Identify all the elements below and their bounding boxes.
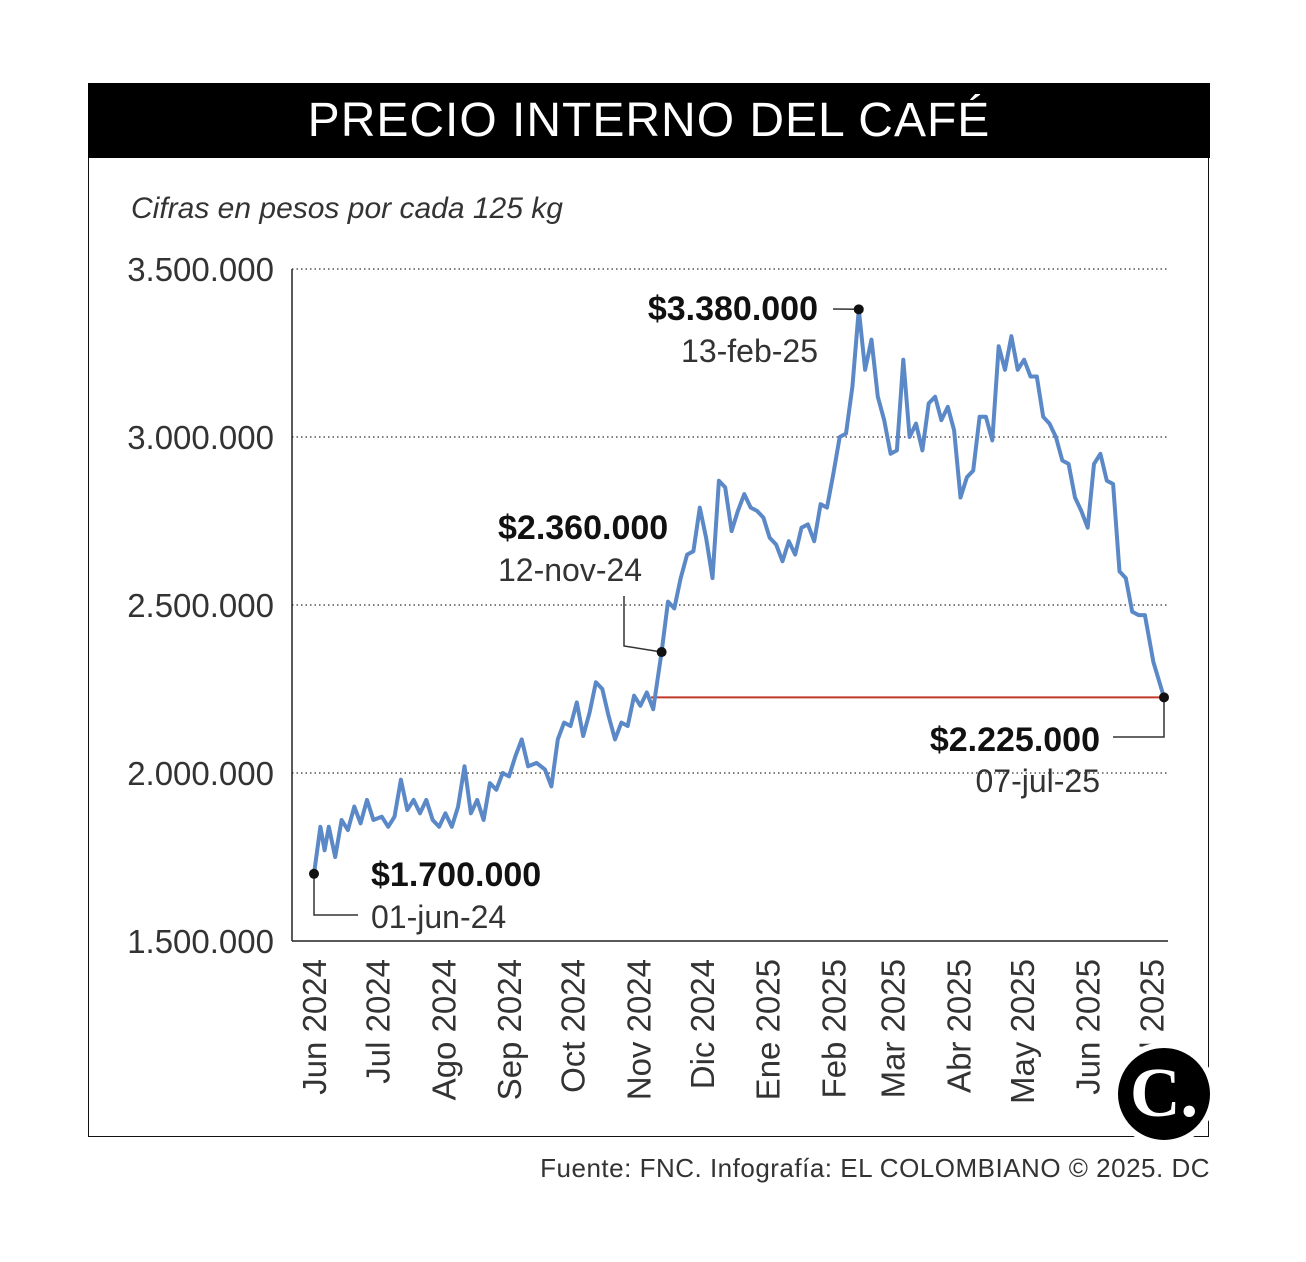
annotation-connector: [623, 596, 662, 653]
y-tick-label: 1.500.000: [127, 923, 274, 960]
chart-title: PRECIO INTERNO DEL CAFÉ: [307, 94, 991, 147]
x-tick-label: Nov 2024: [620, 959, 657, 1100]
annotation-connector: [1113, 697, 1165, 738]
y-tick-label: 3.000.000: [127, 419, 274, 456]
x-tick-label: Ago 2024: [425, 959, 462, 1100]
annotation-date: 12-nov-24: [498, 552, 642, 588]
x-tick-label: Jun 2025: [1070, 959, 1107, 1095]
title-bar: PRECIO INTERNO DEL CAFÉ: [88, 83, 1210, 158]
annotation-dot: [656, 647, 667, 658]
annotation-dot: [309, 868, 319, 879]
annotations: $1.700.000 01-jun-24 $2.360.000 12-nov-24 $3…: [309, 290, 1169, 935]
y-tick-label: 3.500.000: [127, 251, 274, 288]
x-tick-label: Sep 2024: [491, 959, 528, 1100]
annotation-value: $1.700.000: [371, 856, 541, 894]
y-tick-label: 2.500.000: [127, 587, 274, 624]
source-credit: Fuente: FNC. Infografía: EL COLOMBIANO ©…: [540, 1153, 1210, 1183]
axes: 3.500.000 3.000.000 2.500.000 2.000.000 1.50…: [127, 251, 1170, 1104]
annotation-dot: [1159, 692, 1169, 703]
annotation-date: 13-feb-25: [681, 333, 818, 369]
x-tick-label: Dic 2024: [684, 959, 721, 1089]
annotation-dot: [853, 304, 864, 315]
el-colombiano-logo: C.: [1112, 1042, 1216, 1146]
x-tick-label: Jul 2024: [360, 959, 397, 1084]
chart-subtitle: Cifras en pesos por cada 125 kg: [131, 192, 563, 225]
grid: [292, 268, 1168, 774]
y-tick-label: 2.000.000: [127, 755, 274, 792]
annotation-date: 07-jul-25: [975, 763, 1100, 799]
chart-frame: [88, 83, 1209, 1137]
x-tick-label: Ene 2025: [750, 959, 787, 1100]
x-tick-label: Abr 2025: [940, 959, 977, 1093]
annotation-value: $2.225.000: [930, 721, 1100, 759]
annotation-date: 01-jun-24: [371, 899, 506, 935]
series-line: [312, 307, 1166, 876]
x-tick-label: Feb 2025: [815, 959, 852, 1098]
x-tick-label: Oct 2024: [555, 959, 592, 1093]
x-tick-label: May 2025: [1004, 959, 1041, 1104]
annotation-connector: [313, 873, 358, 916]
price-line: [312, 307, 1166, 876]
x-tick-label: Jun 2024: [296, 959, 333, 1095]
annotation-value: $3.380.000: [648, 290, 818, 328]
x-tick-label: Mar 2025: [875, 959, 912, 1098]
annotation-value: $2.360.000: [498, 509, 668, 547]
